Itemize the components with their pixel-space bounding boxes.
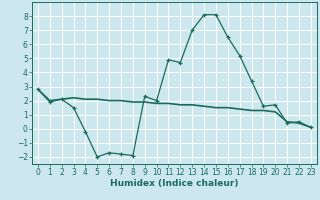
X-axis label: Humidex (Indice chaleur): Humidex (Indice chaleur) (110, 179, 239, 188)
